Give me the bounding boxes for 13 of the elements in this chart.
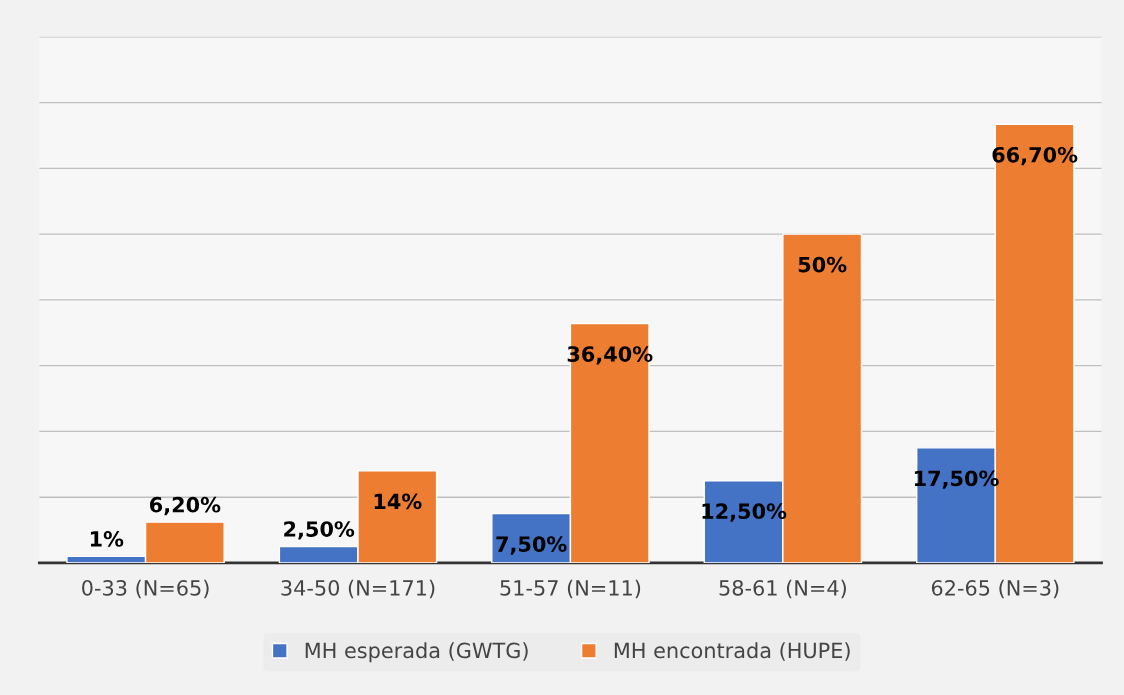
data-label: 6,20% — [150, 496, 221, 516]
data-label: 1% — [90, 531, 124, 547]
x-tick-label: 0-33 (N=65) — [82, 579, 209, 599]
data-label: 14% — [374, 493, 422, 510]
legend-label: MH esperada (GWTG) — [305, 642, 528, 663]
legend-label: MH encontrada (HUPE) — [614, 642, 850, 661]
x-tick-label: 62-65 (N=3) — [931, 579, 1059, 599]
x-tick-label: 51-57 (N=11) — [500, 579, 641, 599]
data-label: 7,50% — [496, 536, 567, 555]
x-tick-label: 58-61 (N=4) — [719, 579, 846, 599]
data-label: 50% — [798, 256, 847, 273]
x-tick-label: 34-50 (N=171) — [281, 579, 435, 599]
data-label: 2,50% — [284, 521, 355, 540]
